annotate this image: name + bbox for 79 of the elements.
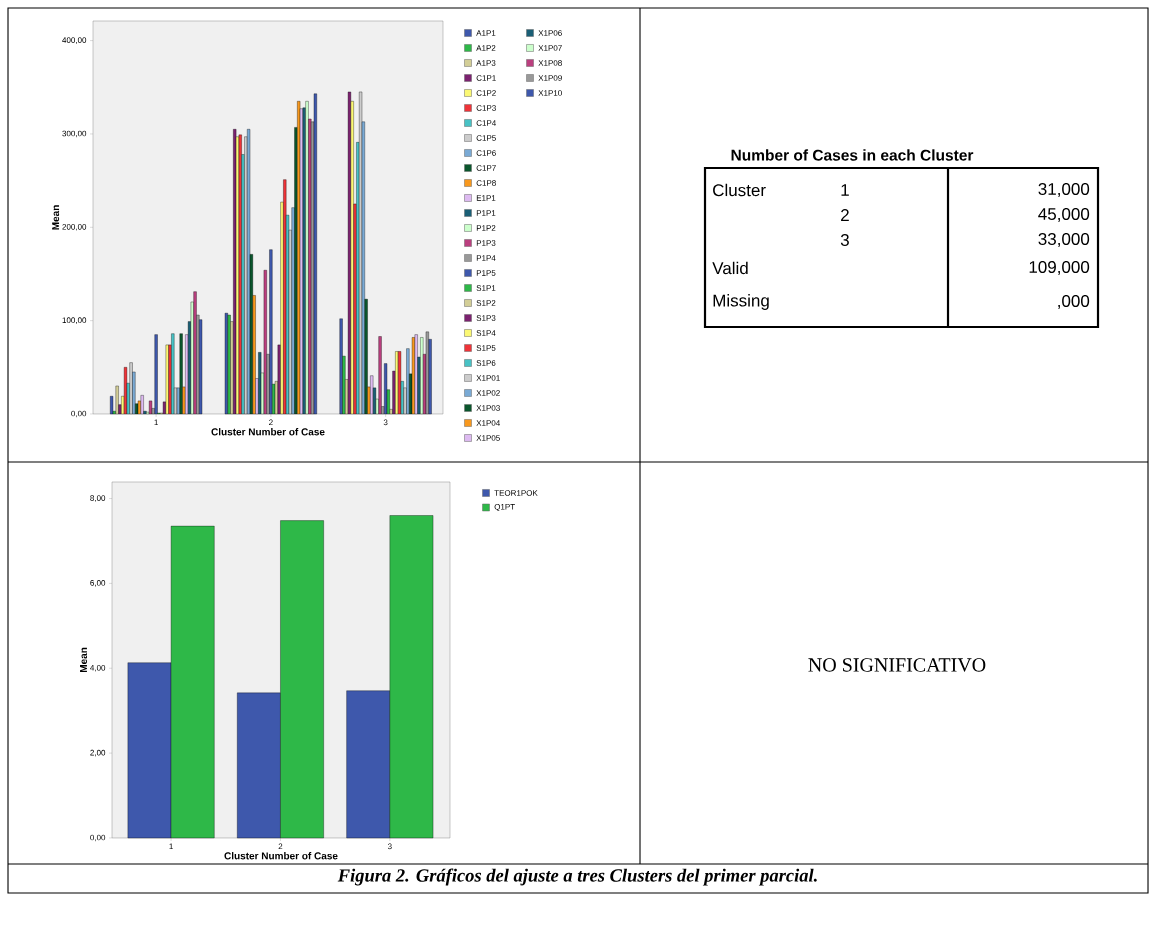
legend-label: X1P03 <box>476 405 500 411</box>
bar <box>247 129 251 415</box>
text: Figura 2. Gráficos del ajuste a tres Clusters del primer parcial. <box>337 868 817 886</box>
legend-label: C1P2 <box>476 90 496 96</box>
legend-label: A1P2 <box>476 45 496 51</box>
legend-label: S1P3 <box>476 315 496 321</box>
y-tick-label: 8,00 <box>90 495 106 502</box>
legend-label: P1P4 <box>476 255 496 261</box>
text: Missing <box>713 294 769 310</box>
legend-label: A1P3 <box>476 60 496 66</box>
legend-label: S1P6 <box>476 360 496 366</box>
text: ,000 <box>1058 294 1090 310</box>
text: NO SIGNIFICATIVO <box>808 658 986 672</box>
bar <box>179 333 183 415</box>
text: 31,000 <box>1038 182 1090 198</box>
x-axis-title: Cluster Number of Case <box>224 852 338 860</box>
legend-label: C1P1 <box>476 75 496 81</box>
bar <box>193 291 197 415</box>
text: 3 <box>840 233 849 247</box>
legend-label: S1P2 <box>476 300 496 306</box>
bar <box>140 395 144 415</box>
legend-label: X1P07 <box>538 45 562 51</box>
x-tick-label: 3 <box>383 419 388 426</box>
x-tick-label: 1 <box>154 419 158 426</box>
legend-label: X1P09 <box>538 75 562 81</box>
y-tick-label: 4,00 <box>90 664 106 672</box>
y-tick-label: 6,00 <box>90 580 106 587</box>
text: 1 <box>841 184 849 196</box>
text: Valid <box>712 261 748 275</box>
bar <box>305 101 309 415</box>
y-tick-label: 0,00 <box>90 834 106 842</box>
legend-label: C1P7 <box>476 165 496 171</box>
legend-label: X1P05 <box>476 435 500 441</box>
legend-label: E1P1 <box>476 195 496 201</box>
x-tick-label: 2 <box>269 419 273 426</box>
y-tick-label: 200,00 <box>62 223 87 231</box>
legend-label: S1P1 <box>476 285 496 291</box>
x-tick-label: 3 <box>387 843 392 850</box>
legend-label: X1P06 <box>538 30 562 36</box>
legend-label: X1P04 <box>476 420 500 426</box>
legend-label: X1P02 <box>476 390 500 396</box>
legend-label: C1P6 <box>476 150 496 156</box>
legend-label: X1P10 <box>538 90 562 96</box>
y-tick-label: 0,00 <box>71 410 87 418</box>
y-tick-label: 400,00 <box>62 37 87 44</box>
legend-label: C1P5 <box>476 135 496 141</box>
text: Cluster <box>713 183 766 197</box>
legend-label: TEOR1POK <box>494 490 538 496</box>
legend-label: Q1PT <box>494 503 515 512</box>
text: 45,000 <box>1038 207 1090 223</box>
bar <box>171 333 175 415</box>
text: 109,000 <box>1029 260 1090 276</box>
legend-label: P1P2 <box>476 225 496 231</box>
y-tick-label: 2,00 <box>90 749 106 757</box>
y-axis-title: Mean <box>80 647 88 673</box>
bar <box>384 363 388 415</box>
legend-label: X1P01 <box>476 375 500 381</box>
text: Number of Cases in each Cluster <box>731 149 974 161</box>
legend-label: A1P1 <box>476 30 496 36</box>
legend-label: S1P5 <box>476 345 496 351</box>
legend-label: P1P1 <box>476 210 496 216</box>
x-tick-label: 1 <box>169 843 173 850</box>
text: 2 <box>841 209 849 221</box>
y-tick-label: 300,00 <box>62 130 87 138</box>
legend-label: C1P4 <box>476 120 496 126</box>
legend-label: S1P4 <box>476 330 496 336</box>
bar <box>283 179 287 415</box>
bar <box>339 318 343 415</box>
y-tick-label: 100,00 <box>62 317 87 324</box>
y-axis-title: Mean <box>52 205 60 230</box>
bar <box>269 249 273 415</box>
x-tick-label: 2 <box>278 843 283 850</box>
legend-label: C1P8 <box>476 180 496 186</box>
legend-label: P1P5 <box>476 270 496 276</box>
x-axis-title: Cluster Number of Case <box>211 428 325 436</box>
text: 33,000 <box>1038 232 1090 248</box>
legend-label: X1P08 <box>538 60 562 66</box>
legend-label: C1P3 <box>476 105 496 111</box>
legend-label: P1P3 <box>476 240 496 246</box>
